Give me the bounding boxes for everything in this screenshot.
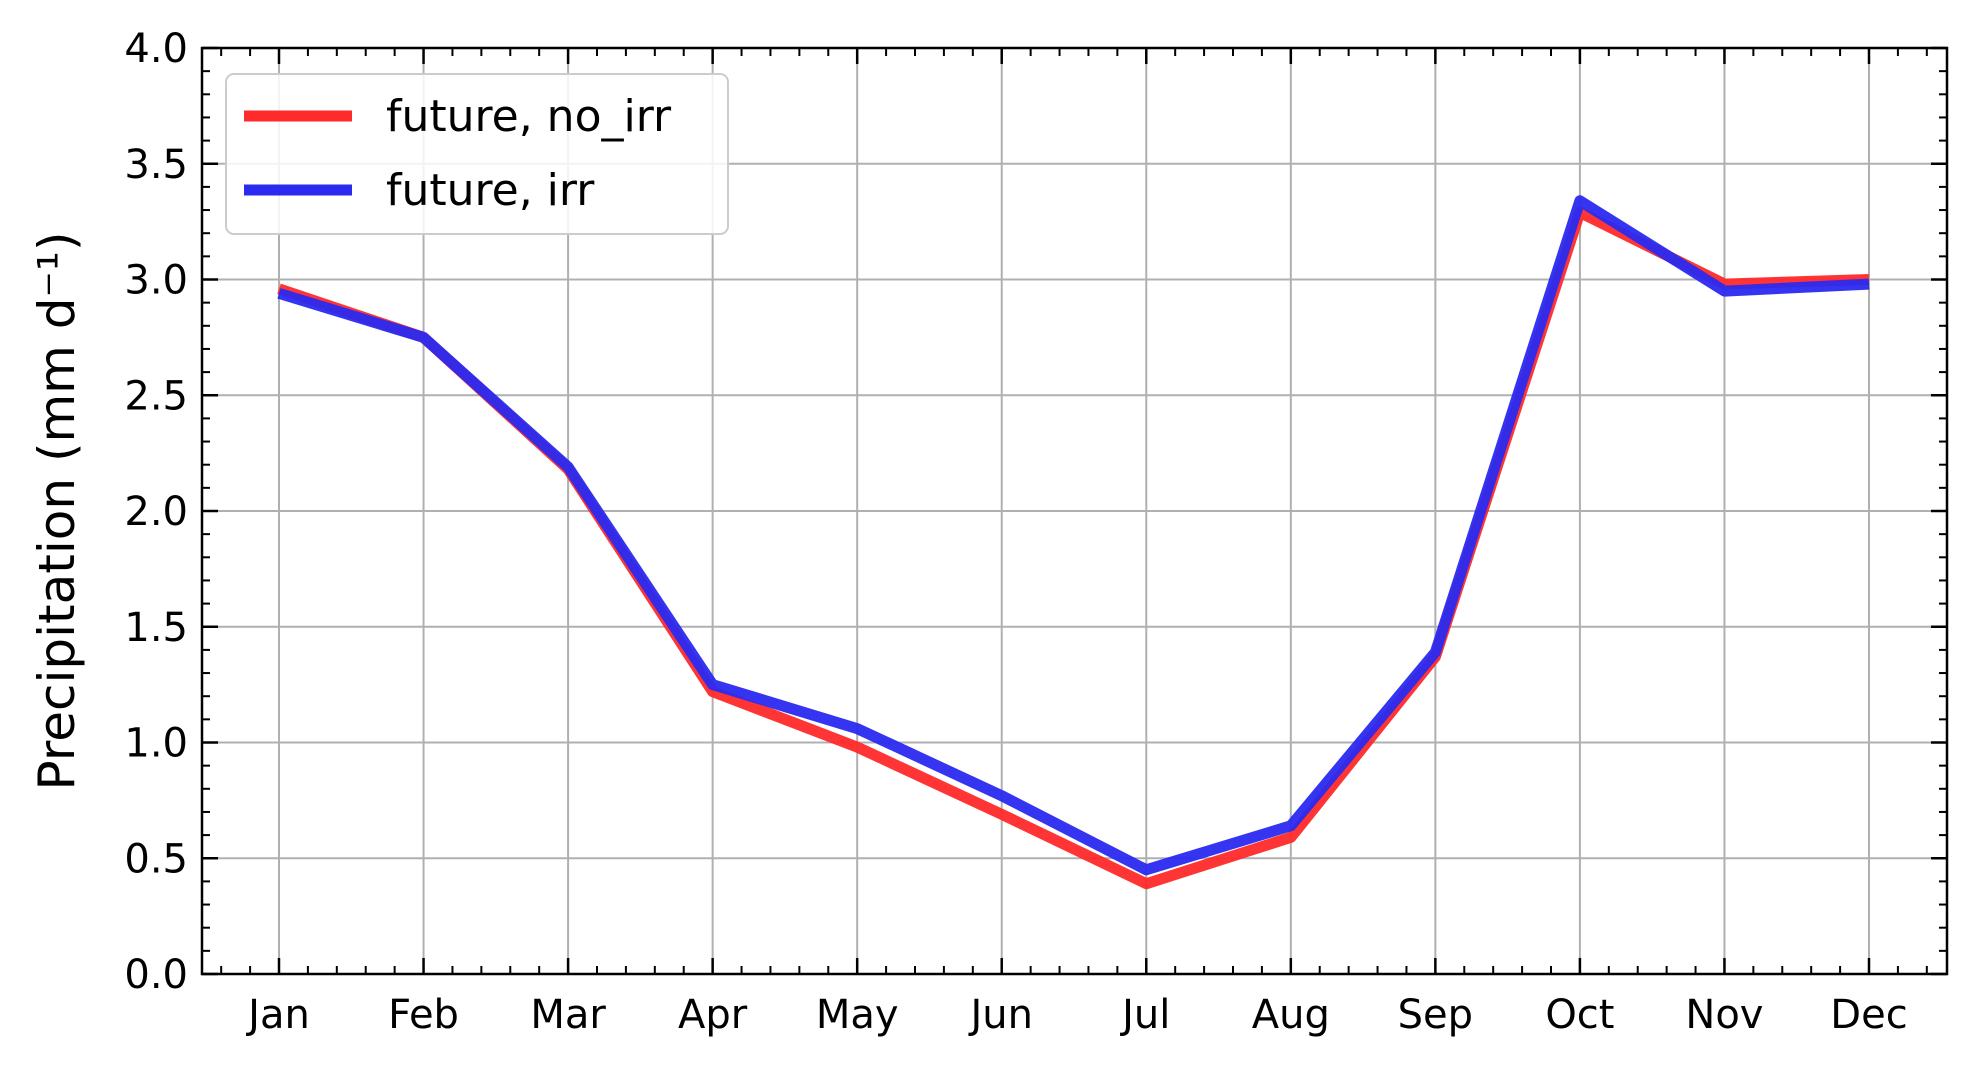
y-tick-labels: 0.0 0.5 1.0 1.5 2.0 2.5 3.0 3.5 4.0 [124,26,188,998]
x-tick-labels: Jan Feb Mar Apr May Jun Jul Aug Sep Oct Nov Dec [245,992,1908,1038]
x-tick-label: May [816,992,899,1038]
y-tick-label: 1.5 [124,605,188,651]
legend: future, no_irr future, irr [225,73,729,235]
x-tick-label: Apr [678,992,748,1038]
y-tick-label: 4.0 [124,26,188,72]
x-tick-label: Sep [1398,992,1473,1038]
legend-label-future-no-irr: future, no_irr [386,91,672,142]
x-tick-label: Jan [245,992,310,1038]
x-tick-label: Jun [967,992,1033,1038]
y-tick-label: 2.0 [124,489,188,535]
y-tick-label: 3.5 [124,142,188,188]
y-tick-label: 2.5 [124,373,188,419]
x-tick-label: Feb [388,992,459,1038]
x-tick-label: Nov [1685,992,1763,1038]
series-layer [277,195,1870,890]
legend-label-future-irr: future, irr [386,165,595,216]
y-tick-label: 0.5 [124,836,188,882]
x-tick-label: Jul [1119,992,1170,1038]
x-tick-label: Oct [1545,992,1614,1038]
x-tick-label: Aug [1252,992,1330,1038]
y-tick-label: 3.0 [124,258,188,304]
x-tick-label: Mar [530,992,606,1038]
plot-frame [200,46,1949,976]
y-tick-label: 0.0 [124,952,188,998]
y-axis-label: Precipitation (mm d⁻¹) [28,232,86,791]
x-tick-label: Dec [1830,992,1907,1038]
major-ticks [202,46,1947,976]
y-tick-label: 1.0 [124,721,188,767]
minor-ticks [202,48,1947,974]
series-line-future-irr [277,195,1870,876]
